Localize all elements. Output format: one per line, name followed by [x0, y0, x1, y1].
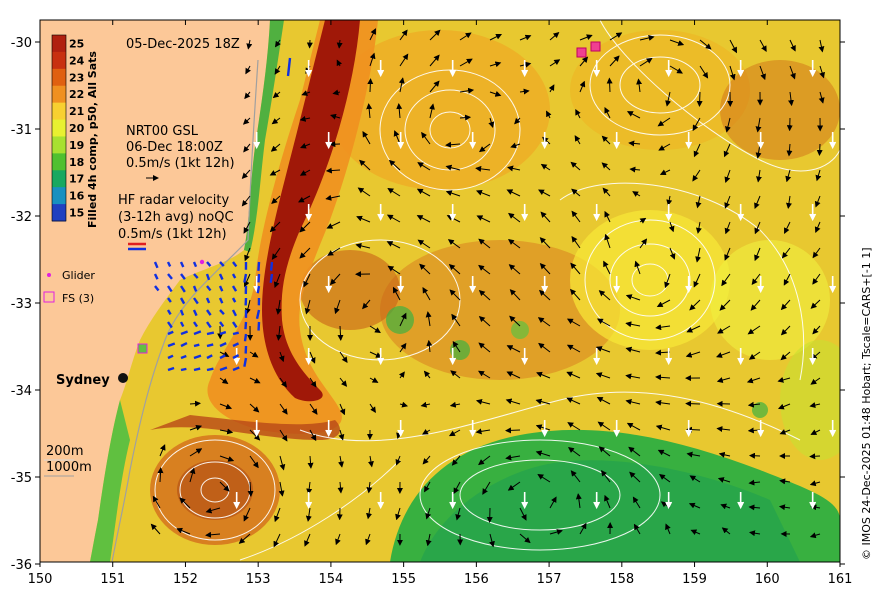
current-arrow [699, 92, 700, 106]
hf-vector [233, 333, 239, 334]
colorbar-tick: 16 [69, 190, 85, 203]
colorbar-tick: 20 [69, 122, 85, 135]
colorbar-swatch [52, 35, 66, 52]
hf-vector [194, 345, 199, 346]
credit-text: © IMOS 24-Dec-2025 01:48 Hobart; Tscale=… [860, 247, 873, 560]
colorbar-tick: 22 [69, 88, 84, 101]
x-tick-label: 159 [682, 572, 707, 587]
current-arrow [819, 144, 820, 155]
y-tick-label: -31 [11, 123, 32, 138]
y-tick-label: -36 [11, 558, 32, 573]
colorbar-swatch [52, 170, 66, 187]
x-tick-label: 153 [246, 572, 271, 587]
cool-patch [780, 340, 860, 460]
fs-marker-coast [138, 344, 147, 353]
hf-scale: 0.5m/s (1kt 12h) [118, 227, 227, 242]
y-tick-label: -35 [11, 471, 32, 486]
current-arrow [810, 456, 820, 457]
hf-vector [207, 369, 213, 370]
colorbar-tick: 23 [69, 71, 84, 84]
x-tick-label: 161 [828, 572, 853, 587]
x-tick-label: 150 [28, 572, 53, 587]
hf-vector [207, 333, 214, 334]
x-tick-label: 160 [755, 572, 780, 587]
hf-vector [245, 322, 246, 329]
glider-legend: Glider [62, 269, 95, 282]
x-tick-label: 157 [537, 572, 562, 587]
glider-legend-icon [47, 273, 51, 277]
sydney-label: Sydney [56, 373, 110, 388]
colorbar-swatch [52, 103, 66, 120]
colorbar-tick: 25 [69, 37, 84, 50]
hf-vector [207, 344, 213, 346]
glider-track [200, 260, 204, 264]
colorbar-swatch [52, 204, 66, 221]
colorbar-swatch [52, 187, 66, 204]
cool-patch [570, 210, 730, 350]
x-tick-label: 152 [173, 572, 198, 587]
colorbar-swatch [52, 52, 66, 69]
hf-vector [258, 286, 259, 293]
plot-area [40, 20, 860, 562]
colorbar-tick: 21 [69, 105, 84, 118]
current-arrow [370, 79, 371, 92]
hf-vector [194, 369, 200, 370]
hf-vector [181, 369, 186, 370]
hf-vector [245, 334, 246, 341]
current-arrow [506, 430, 520, 431]
y-tick-label: -30 [11, 36, 32, 51]
date-title: 05-Dec-2025 18Z [126, 37, 240, 52]
fs-marker [591, 42, 600, 51]
colorbar-tick: 24 [69, 54, 85, 67]
sw-eddy-core [177, 460, 253, 520]
green-speckle [511, 321, 529, 339]
gsl-date: 06-Dec 18:00Z [126, 140, 223, 155]
colorbar-tick: 15 [69, 207, 84, 220]
colorbar-swatch [52, 86, 66, 103]
x-tick-label: 156 [464, 572, 489, 587]
colorbar-tick: 19 [69, 139, 84, 152]
hf-vector [258, 262, 259, 271]
colorbar-swatch [52, 69, 66, 86]
colorbar-swatch [52, 153, 66, 170]
hf-vector [271, 262, 272, 271]
x-tick-label: 154 [318, 572, 343, 587]
y-tick-label: -34 [11, 384, 32, 399]
y-tick-label: -33 [11, 297, 32, 312]
hf-vector [244, 358, 246, 367]
colorbar-swatch [52, 120, 66, 137]
isobath-1000-label: 1000m [46, 460, 92, 475]
gsl-title: NRT00 GSL [126, 124, 199, 139]
green-speckle [386, 306, 414, 334]
colorbar-swatch [52, 136, 66, 153]
current-arrow [609, 78, 610, 92]
hf-avg: (3-12h avg) noQC [118, 210, 234, 225]
colorbar-tick: 17 [69, 173, 84, 186]
gsl-scale: 0.5m/s (1kt 12h) [126, 156, 235, 171]
colorbar-tick: 18 [69, 156, 84, 169]
warm-patch [720, 60, 840, 160]
y-tick-label: -32 [11, 210, 32, 225]
hf-title: HF radar velocity [118, 193, 230, 208]
fs-legend: FS (3) [62, 292, 94, 305]
colorbar-label: Filled 4h comp, p50, All Sats [86, 51, 99, 228]
isobath-200-label: 200m [46, 444, 83, 459]
warm-patch [300, 250, 400, 330]
x-tick-label: 158 [609, 572, 634, 587]
hf-vector [271, 274, 272, 283]
x-tick-label: 155 [391, 572, 416, 587]
fs-marker [577, 48, 586, 57]
hf-vector [244, 274, 246, 283]
x-tick-label: 151 [100, 572, 125, 587]
sydney-marker [118, 373, 128, 383]
